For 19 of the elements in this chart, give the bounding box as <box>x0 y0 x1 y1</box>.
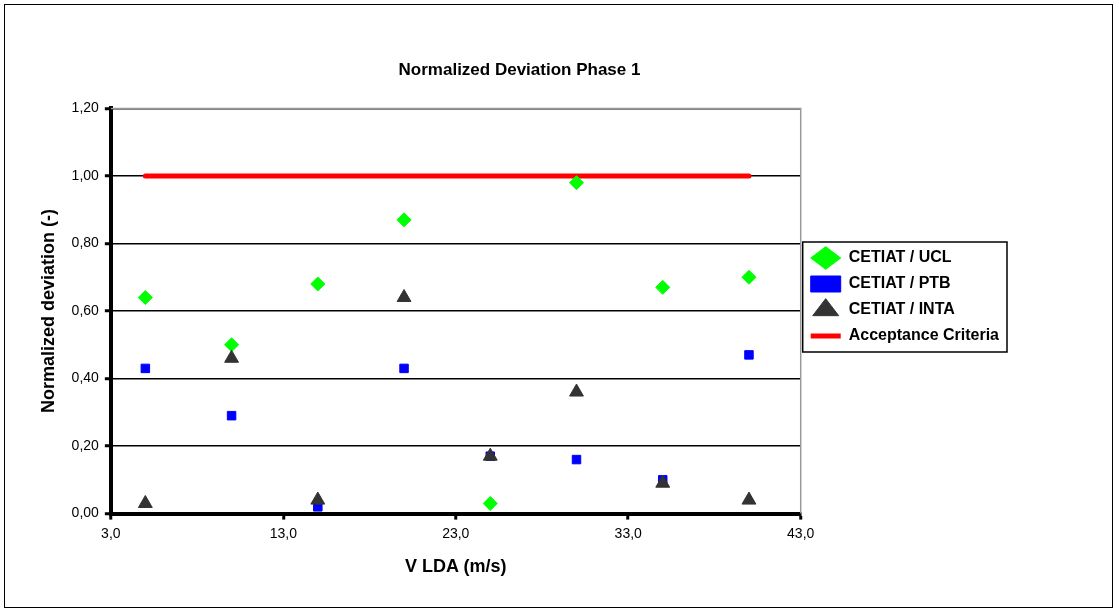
legend-label: CETIAT / PTB <box>848 274 951 292</box>
y-tick-label: 0,00 <box>71 504 100 521</box>
y-tick-label: 0,20 <box>71 436 100 453</box>
x-tick-label: 43,0 <box>787 524 815 541</box>
x-tick-label: 3,0 <box>101 524 121 541</box>
x-tick-label: 13,0 <box>269 524 298 541</box>
y-axis-title: Normalized deviation (-) <box>37 208 58 414</box>
y-tick-label: 0,80 <box>71 234 100 251</box>
legend-label: Acceptance Criteria <box>848 326 1000 344</box>
y-tick-label: 0,40 <box>71 369 100 386</box>
x-tick-label: 33,0 <box>614 524 643 541</box>
legend-label: CETIAT / UCL <box>848 248 952 266</box>
y-tick-label: 1,00 <box>71 166 100 183</box>
chart-title: Normalized Deviation Phase 1 <box>398 59 641 79</box>
x-axis-title: V LDA (m/s) <box>405 556 507 577</box>
x-tick-label: 23,0 <box>442 524 470 541</box>
y-tick-label: 1,20 <box>71 99 100 116</box>
legend-label: CETIAT / INTA <box>848 300 956 318</box>
y-tick-label: 0,60 <box>71 301 100 318</box>
